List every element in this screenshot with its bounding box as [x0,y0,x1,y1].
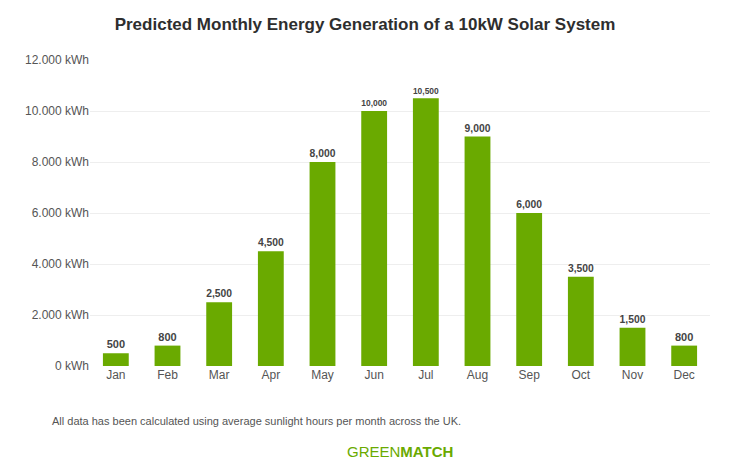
svg-text:Nov: Nov [622,368,643,382]
svg-text:Jun: Jun [364,368,383,382]
svg-text:Sep: Sep [518,368,540,382]
svg-text:800: 800 [675,331,693,343]
svg-text:Apr: Apr [261,368,280,382]
svg-text:6.000 kWh: 6.000 kWh [32,206,89,220]
svg-text:All data has been calculated u: All data has been calculated using avera… [52,415,461,427]
svg-text:10,500: 10,500 [413,86,439,96]
svg-text:1,500: 1,500 [620,314,646,325]
svg-text:May: May [311,368,334,382]
svg-text:Dec: Dec [673,368,694,382]
svg-text:4,500: 4,500 [258,237,284,248]
svg-text:2,500: 2,500 [206,288,232,299]
svg-text:Aug: Aug [467,368,488,382]
svg-text:10.000 kWh: 10.000 kWh [25,104,89,118]
svg-text:3,500: 3,500 [568,263,594,274]
svg-text:Jul: Jul [418,368,433,382]
svg-text:4.000 kWh: 4.000 kWh [32,257,89,271]
svg-text:GREENMATCH: GREENMATCH [347,443,453,460]
svg-text:Mar: Mar [209,368,230,382]
svg-text:12.000 kWh: 12.000 kWh [25,53,89,67]
svg-text:Jan: Jan [106,368,125,382]
svg-text:Feb: Feb [157,368,178,382]
svg-text:2.000 kWh: 2.000 kWh [32,308,89,322]
svg-text:8,000: 8,000 [310,148,336,159]
svg-text:10,000: 10,000 [361,98,387,108]
svg-text:Oct: Oct [571,368,590,382]
svg-text:8.000 kWh: 8.000 kWh [32,155,89,169]
svg-text:500: 500 [107,338,125,350]
svg-text:800: 800 [158,331,176,343]
svg-text:6,000: 6,000 [516,199,542,210]
svg-text:0 kWh: 0 kWh [55,359,89,373]
svg-text:Predicted Monthly Energy Gener: Predicted Monthly Energy Generation of a… [115,15,616,34]
svg-text:9,000: 9,000 [465,123,491,134]
